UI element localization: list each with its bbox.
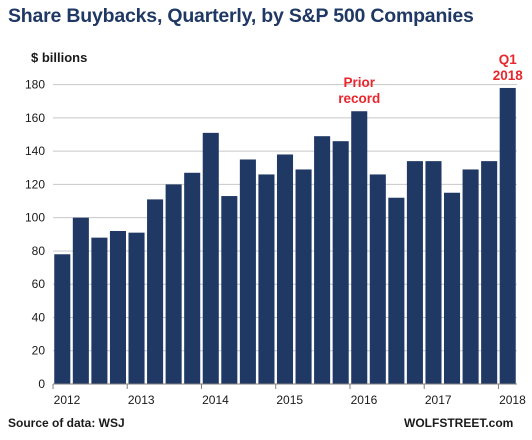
annotation-line: record [338,91,380,106]
axes [52,383,517,389]
y-tick-label: 60 [32,277,46,291]
bar [72,217,89,384]
bar [425,161,442,384]
bar [369,174,386,384]
x-tick-label: 2014 [202,393,229,407]
annotations: Prior record Q1 2018 [338,52,523,106]
brand-watermark: WOLFSTREET.com [404,416,514,430]
bar [351,111,368,385]
annotation-line: Prior [343,75,375,90]
annotation-line: Q1 [499,52,518,67]
x-tick-label: 2018 [499,393,526,407]
x-tick-label: 2017 [425,393,452,407]
bars [54,87,516,385]
bar [314,136,331,384]
bar [295,169,312,384]
bar [444,192,461,384]
y-tick-label: 160 [25,111,45,125]
x-tick-label: 2016 [351,393,378,407]
bar [91,237,108,384]
y-tick-label: 100 [25,211,45,225]
bar [147,199,164,384]
y-tick-label: 80 [32,244,46,258]
bar [276,154,294,384]
tick-labels: 0 20 40 60 80 100 120 140 160 180 2012 2013 2014 2015… [25,78,526,407]
annotation-label: Prior record [338,75,380,106]
y-tick-label: 180 [25,78,45,92]
bar [406,161,423,384]
y-tick-label: 140 [25,144,45,158]
bar [481,161,498,384]
annotation-label: Q1 2018 [493,52,524,83]
y-tick-label: 120 [25,177,45,191]
x-tick-label: 2015 [276,393,303,407]
bar [54,254,71,384]
bar [128,232,145,384]
y-axis-unit-label: $ billions [31,50,88,65]
x-tick-label: 2012 [54,393,81,407]
bar [202,132,219,384]
bar [109,230,126,384]
y-tick-label: 0 [38,377,45,391]
bar [165,184,182,384]
y-tick-label: 40 [32,310,46,324]
bar [221,196,238,384]
chart-title: Share Buybacks, Quarterly, by S&P 500 Co… [8,5,474,27]
annotation-line: 2018 [493,68,524,83]
bar [184,172,201,384]
x-tick-label: 2013 [128,393,155,407]
source-note: Source of data: WSJ [8,416,125,430]
y-tick-label: 20 [32,344,46,358]
bar [239,159,256,384]
bar [388,197,405,384]
bar [499,87,516,385]
bar [258,174,275,384]
bar [332,141,349,384]
bar [462,169,479,384]
